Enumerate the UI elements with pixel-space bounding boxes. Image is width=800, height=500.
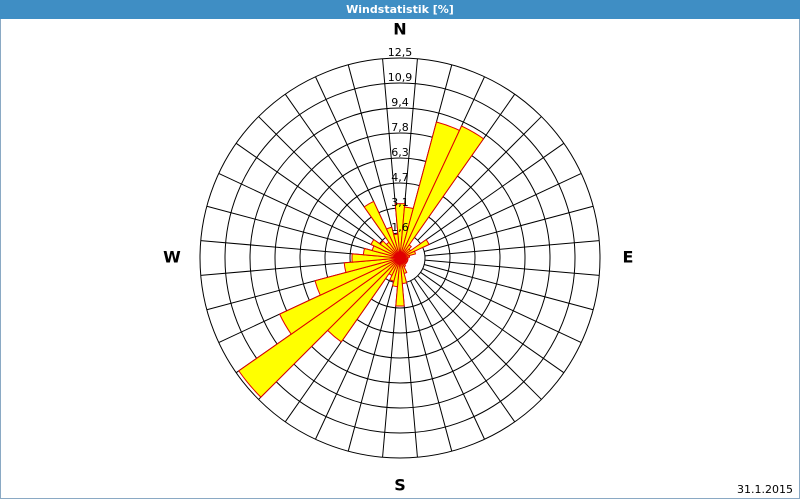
spoke xyxy=(258,116,383,241)
r-tick-label: 4,7 xyxy=(391,171,409,184)
spoke xyxy=(422,268,582,343)
r-tick-label: 7,8 xyxy=(391,121,409,134)
spoke xyxy=(417,275,542,400)
wedge xyxy=(394,203,406,259)
grid-ring xyxy=(274,132,526,384)
spoke xyxy=(401,282,418,458)
spoke xyxy=(347,282,395,452)
spoke xyxy=(422,173,582,248)
grid-ring xyxy=(199,57,601,459)
direction-label: W xyxy=(163,248,181,267)
spoke xyxy=(410,280,485,440)
spoke xyxy=(424,263,594,311)
wedge xyxy=(351,253,401,263)
direction-label: N xyxy=(393,20,406,39)
wedge xyxy=(278,257,401,335)
wedge xyxy=(385,226,401,259)
grid-ring xyxy=(249,107,551,409)
grid-ring xyxy=(324,182,476,334)
wedge xyxy=(393,233,401,259)
grid-ring xyxy=(224,82,576,434)
spoke xyxy=(405,282,453,452)
spoke xyxy=(413,278,516,423)
wedge xyxy=(399,238,430,259)
wedge xyxy=(314,257,401,296)
r-tick-label: 3,1 xyxy=(391,196,409,209)
spoke xyxy=(218,173,378,248)
date-label: 31.1.2015 xyxy=(737,483,793,496)
r-tick-label: 9,4 xyxy=(391,96,409,109)
wedge xyxy=(399,125,485,259)
wedge xyxy=(395,257,405,307)
wedge xyxy=(238,257,401,398)
spoke xyxy=(420,271,565,374)
spoke xyxy=(424,240,600,257)
spoke xyxy=(206,205,376,253)
title-bar: Windstatistik [%] xyxy=(0,0,800,19)
spoke xyxy=(382,282,399,458)
direction-label: E xyxy=(623,248,634,267)
wedge xyxy=(343,257,401,274)
spoke xyxy=(315,280,390,440)
spoke xyxy=(347,64,395,234)
direction-label: S xyxy=(394,476,406,495)
r-tick-label: 6,3 xyxy=(391,146,409,159)
grid-ring xyxy=(299,157,501,359)
r-tick-label: 10,9 xyxy=(388,71,413,84)
wedge xyxy=(399,250,417,259)
r-tick-label: 1,6 xyxy=(391,221,409,234)
spoke xyxy=(424,205,594,253)
spoke xyxy=(200,240,376,257)
wedge xyxy=(363,200,401,259)
spoke xyxy=(420,142,565,245)
spoke xyxy=(424,259,600,276)
spoke xyxy=(235,142,380,245)
spoke xyxy=(417,116,542,241)
r-tick-label: 12,5 xyxy=(388,46,413,59)
